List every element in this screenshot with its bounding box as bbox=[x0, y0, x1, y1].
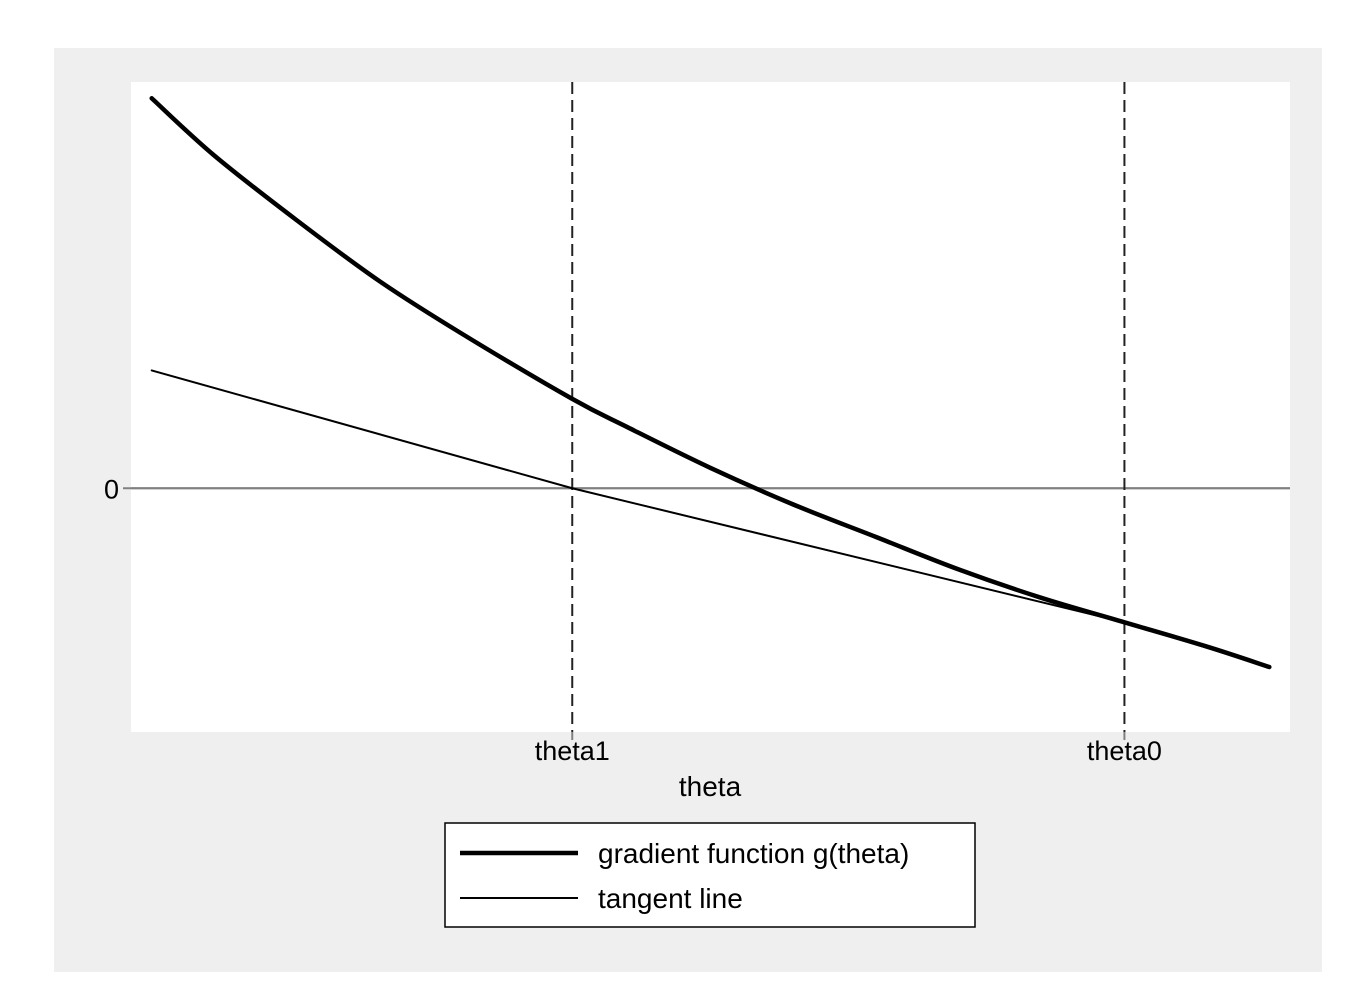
x-axis-ticks: theta1 theta0 bbox=[535, 732, 1162, 766]
legend: gradient function g(theta) tangent line bbox=[444, 822, 976, 928]
x-tick-label-1: theta0 bbox=[1087, 736, 1162, 766]
gradient-curve bbox=[149, 96, 1272, 670]
y-tick-label-0: 0 bbox=[104, 474, 119, 504]
y-axis-ticks: 0 bbox=[104, 474, 131, 504]
series-layer bbox=[149, 96, 1272, 670]
tangent-line bbox=[150, 369, 1271, 668]
x-tick-label-0: theta1 bbox=[535, 736, 610, 766]
plot-area bbox=[131, 82, 1290, 732]
legend-label-0: gradient function g(theta) bbox=[598, 838, 909, 869]
legend-box bbox=[444, 822, 976, 928]
legend-label-1: tangent line bbox=[598, 883, 743, 914]
x-axis-title: theta bbox=[679, 771, 742, 802]
